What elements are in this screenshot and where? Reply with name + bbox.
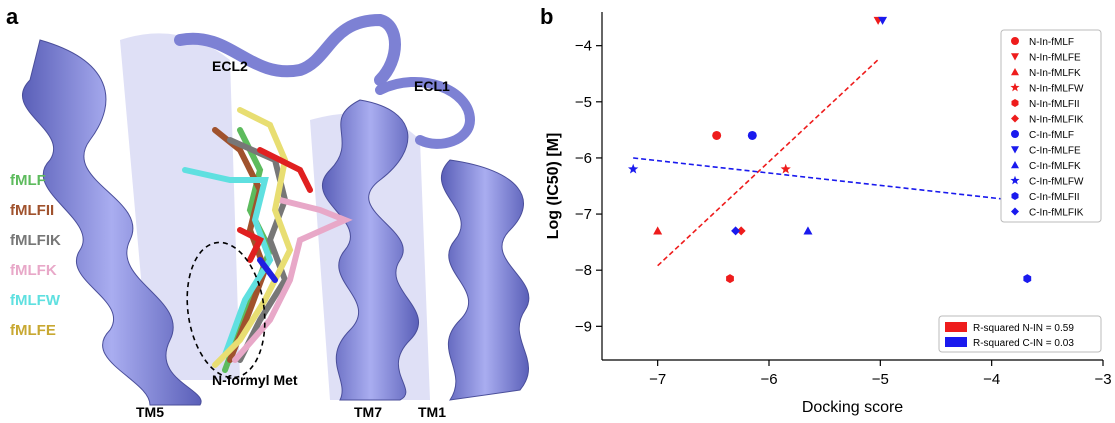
- y-tick-label: −5: [575, 94, 592, 111]
- legend-label: C-In-fMLFII: [1029, 192, 1080, 203]
- legend-label: C-In-fMLFE: [1029, 146, 1081, 157]
- label-tm5: TM5: [136, 404, 164, 420]
- panel-letter-a: a: [6, 4, 19, 29]
- legend-box: [1000, 29, 1102, 223]
- legend-marker: [1011, 68, 1019, 76]
- y-tick-label: −6: [575, 150, 592, 167]
- x-tick-label: −6: [760, 371, 777, 388]
- data-point-n-in-fmlfk: [653, 226, 663, 235]
- x-tick-label: −3: [1094, 371, 1111, 388]
- ecl1-loop: [375, 77, 476, 149]
- panel-letter-b: b: [540, 4, 554, 29]
- fit-legend-label: R-squared N-IN = 0.59: [973, 323, 1074, 334]
- fit-legend-label: R-squared C-IN = 0.03: [973, 338, 1074, 349]
- legend-marker: [1011, 53, 1019, 61]
- legend-marker: [1011, 114, 1019, 123]
- legend-marker: [1011, 207, 1019, 216]
- fit-line: [633, 157, 1028, 203]
- data-point-n-in-fmlf: [712, 130, 722, 140]
- legend-marker: [1011, 37, 1019, 45]
- legend-label: C-In-fMLFIK: [1029, 208, 1084, 219]
- ligand-label-fmlfik: fMLFIK: [10, 232, 61, 249]
- legend-label: N-In-fMLFE: [1029, 53, 1081, 64]
- ligand-bundle: [182, 107, 353, 373]
- ligand-label-fmlfk: fMLFK: [10, 262, 57, 279]
- x-tick-label: −4: [983, 371, 1000, 388]
- y-tick-label: −7: [575, 206, 592, 223]
- label-tm7: TM7: [354, 404, 382, 420]
- fit-line: [657, 59, 879, 267]
- fit-legend-swatch: [945, 322, 967, 332]
- y-axis-title: Log (IC50) [M]: [545, 133, 562, 240]
- x-tick-label: −5: [872, 371, 889, 388]
- ligand-label-fmlfw: fMLFW: [10, 292, 60, 309]
- data-point-c-in-fmlfk: [803, 226, 813, 235]
- scatter-chart: −7 −6 −5 −4 −3 −4 −5 −6 −7 −8 −9 Docking score Log (…: [545, 12, 1112, 416]
- legend-marker: [1011, 130, 1019, 138]
- legend-marker: [1010, 175, 1020, 185]
- fit-legend-swatch: [945, 337, 967, 347]
- legend-marker: [1011, 192, 1019, 200]
- data-point-n-in-fmlfw: [780, 163, 791, 174]
- x-axis-title: Docking score: [802, 399, 903, 416]
- data-point-c-in-fmlf: [747, 130, 757, 140]
- label-nformyl-met: N-formyl Met: [212, 372, 298, 388]
- legend-label: N-In-fMLFW: [1029, 84, 1084, 95]
- ligand-label-fmlfii: fMLFII: [10, 202, 55, 219]
- legend-marker: [1011, 161, 1019, 169]
- label-ecl1: ECL1: [414, 78, 450, 94]
- legend-label: C-In-fMLF: [1029, 130, 1074, 141]
- fit-legend-box: [938, 315, 1102, 353]
- legend-label: N-In-fMLF: [1029, 37, 1074, 48]
- legend-label: N-In-fMLFK: [1029, 68, 1081, 79]
- data-point-c-in-fmlfik: [731, 226, 741, 236]
- data-point-n-in-fmlfik: [736, 226, 746, 236]
- legend-marker: [1011, 146, 1019, 154]
- legend-label: C-In-fMLFW: [1029, 177, 1084, 188]
- helix-tm5: [22, 39, 202, 406]
- legend-label: N-In-fMLFIK: [1029, 115, 1084, 126]
- ligand-label-fmlfe: fMLFE: [10, 322, 56, 339]
- legend-label: C-In-fMLFK: [1029, 161, 1081, 172]
- label-tm1: TM1: [418, 404, 446, 420]
- helix-tm7: [322, 99, 419, 401]
- ecl2-loop: [174, 13, 401, 86]
- data-point-c-in-fmlfe: [878, 16, 888, 25]
- data-point-c-in-fmlfii: [1023, 274, 1032, 284]
- data-point-n-in-fmlfii: [726, 274, 734, 284]
- panel-a-structure: a fMLF fMLFII fMLFIK fMLFK fMLFW fMLFE E…: [0, 0, 545, 423]
- ligand-label-fmlf: fMLF: [10, 172, 46, 189]
- protein-structure-image: [22, 13, 530, 406]
- helix-tm1: [440, 159, 530, 401]
- y-tick-label: −9: [575, 318, 592, 335]
- label-ecl2: ECL2: [212, 58, 248, 74]
- panel-b-chart: b −7 −6 −5 −4 −3 −4 −5 −6 −7 −8 −9 Docking score Log…: [540, 0, 1115, 423]
- y-tick-label: −8: [575, 262, 592, 279]
- legend-marker: [1010, 82, 1020, 92]
- nformyl-highlight-ellipse: [186, 241, 266, 379]
- data-point-c-in-fmlfw: [628, 163, 639, 174]
- legend-marker: [1011, 99, 1019, 107]
- legend-label: N-In-fMLFII: [1029, 99, 1080, 110]
- y-tick-label: −4: [575, 38, 592, 55]
- x-tick-label: −7: [649, 371, 666, 388]
